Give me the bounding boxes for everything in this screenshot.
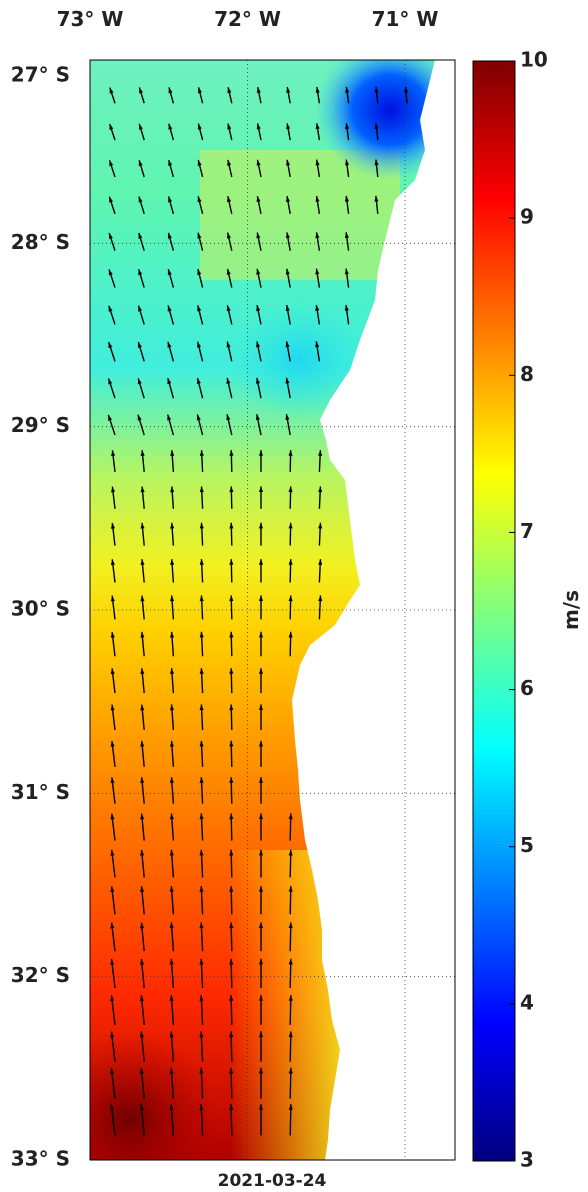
- date-label: 2021-03-24: [218, 1171, 327, 1188]
- lat-tick-label: 33° S: [11, 1147, 70, 1171]
- colorbar-tick-label: 8: [520, 362, 534, 386]
- colorbar: [473, 61, 515, 1161]
- colorbar-tick-label: 10: [520, 48, 548, 72]
- lon-tick-label: 73° W: [57, 7, 124, 31]
- lat-tick-label: 29° S: [11, 413, 70, 437]
- colorbar-tick-label: 3: [520, 1148, 534, 1172]
- colorbar-tick-label: 9: [520, 205, 534, 229]
- colorbar-tick-label: 6: [520, 676, 534, 700]
- lat-tick-label: 28° S: [11, 230, 70, 254]
- lat-tick-label: 30° S: [11, 597, 70, 621]
- lon-tick-label: 72° W: [214, 7, 281, 31]
- wind-field: [40, 40, 465, 1188]
- colorbar-label: m/s: [559, 590, 583, 630]
- lat-tick-label: 27° S: [11, 63, 70, 87]
- colorbar-tick-label: 7: [520, 519, 534, 543]
- colorbar-tick-label: 5: [520, 833, 534, 857]
- lon-tick-label: 71° W: [372, 7, 439, 31]
- colorbar-tick-label: 4: [520, 990, 534, 1014]
- lat-tick-label: 31° S: [11, 780, 70, 804]
- lat-tick-label: 32° S: [11, 963, 70, 987]
